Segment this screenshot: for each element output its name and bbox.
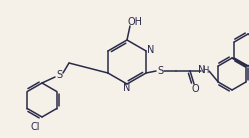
Text: OH: OH bbox=[127, 17, 142, 27]
Text: N: N bbox=[123, 83, 131, 93]
Text: S: S bbox=[56, 70, 62, 80]
Text: S: S bbox=[157, 66, 163, 76]
Text: O: O bbox=[191, 84, 199, 94]
Text: H: H bbox=[202, 66, 208, 75]
Text: N: N bbox=[147, 45, 155, 55]
Text: Cl: Cl bbox=[30, 122, 40, 132]
Text: N: N bbox=[198, 65, 206, 75]
